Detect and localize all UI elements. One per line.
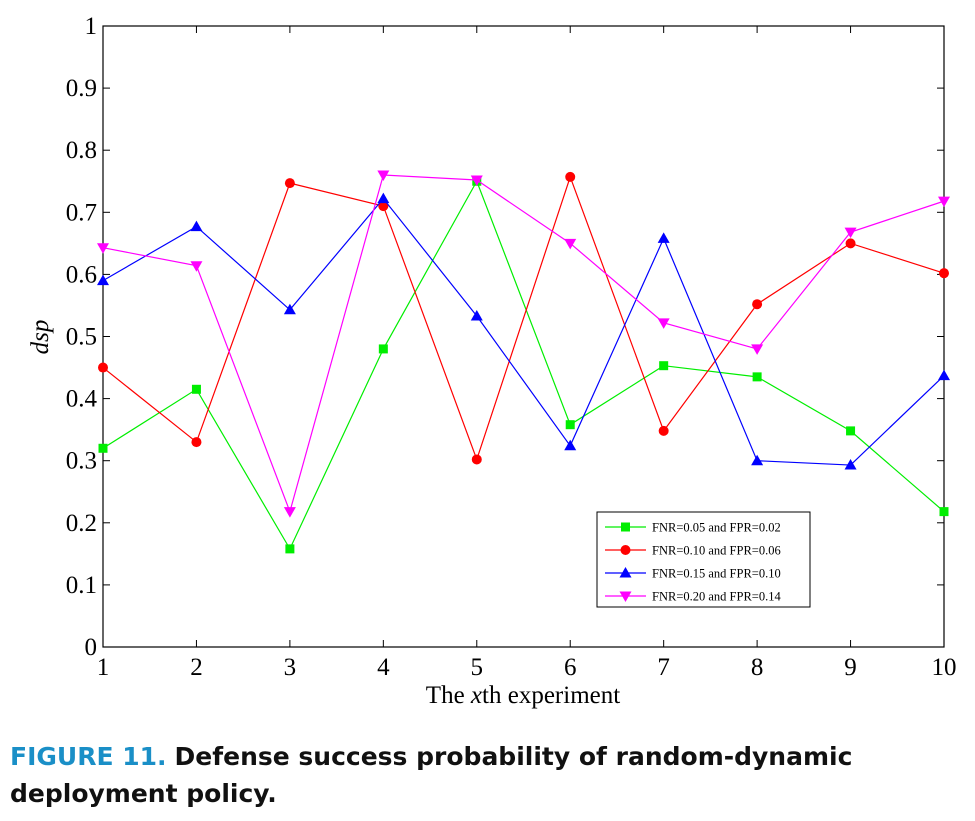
legend-box (596, 511, 811, 608)
x-axis-title-pre: The (426, 682, 471, 709)
series-line (102, 174, 945, 514)
x-tick-label: 5 (471, 654, 484, 681)
x-tick-label: 3 (284, 654, 297, 681)
data-point (284, 178, 295, 189)
x-tick-label: 10 (932, 654, 957, 681)
y-tick-label: 1 (85, 13, 98, 40)
x-tick-label: 2 (190, 654, 203, 681)
series-line (102, 175, 945, 462)
data-point (751, 454, 764, 466)
data-point (283, 507, 296, 518)
series-layer (97, 170, 950, 554)
data-point (565, 420, 575, 430)
y-tick-label: 0.7 (66, 199, 97, 226)
caption-text: Defense success probability of random-dy… (10, 742, 853, 808)
data-point (190, 220, 203, 232)
data-point (657, 318, 670, 329)
legend-label: FNR=0.20 and FPR=0.14 (652, 590, 781, 604)
data-point (285, 544, 295, 554)
data-point (471, 454, 482, 465)
data-point (939, 507, 949, 517)
y-tick-label: 0.5 (66, 324, 97, 351)
x-axis-title: The xth experiment (426, 682, 620, 709)
series-fnr-0-15-and-fpr-0-10 (97, 192, 950, 470)
x-axis-title-var: x (470, 682, 482, 709)
legend-label: FNR=0.10 and FPR=0.06 (652, 544, 781, 558)
data-point (564, 238, 577, 250)
legend-marker (619, 567, 632, 578)
legend-marker (619, 591, 632, 602)
data-point (190, 261, 203, 272)
y-tick-label: 0.4 (66, 386, 98, 413)
data-point (377, 170, 390, 182)
data-point (659, 361, 669, 371)
data-point (844, 459, 857, 470)
figure-caption: FIGURE 11. Defense success probability of… (10, 738, 970, 812)
data-point (377, 192, 390, 204)
data-point (97, 243, 109, 254)
data-point (378, 201, 389, 212)
y-tick-label: 0.3 (66, 448, 97, 475)
x-tick-label: 1 (97, 654, 110, 681)
data-point (938, 369, 950, 381)
series-line (102, 179, 945, 551)
data-point (98, 443, 108, 453)
y-tick-label: 0.2 (66, 510, 97, 537)
x-axis-title-post: th experiment (482, 682, 620, 709)
x-tick-label: 7 (657, 654, 670, 681)
data-point (564, 439, 577, 451)
y-tick-label: 0.8 (66, 137, 97, 164)
legend-marker (620, 545, 631, 555)
x-tick-label: 9 (844, 654, 857, 681)
data-point (844, 227, 857, 239)
x-tick-label: 6 (564, 654, 577, 681)
data-point (751, 344, 764, 355)
legend-label: FNR=0.05 and FPR=0.02 (652, 521, 781, 535)
data-point (470, 310, 483, 321)
data-point (657, 232, 670, 243)
legend-marker (621, 522, 630, 532)
data-point (470, 175, 483, 187)
data-point (97, 274, 109, 286)
series-fnr-0-20-and-fpr-0-14 (97, 170, 950, 518)
axis-ticks (102, 25, 945, 648)
y-tick-label: 0.9 (66, 75, 97, 102)
series-fnr-0-10-and-fpr-0-06 (98, 171, 949, 465)
legend: FNR=0.05 and FPR=0.02 FNR=0.10 and FPR=0.… (596, 511, 811, 608)
plot-area (102, 25, 945, 648)
data-point (565, 171, 576, 182)
data-point (938, 196, 950, 208)
y-tick-label: 0.1 (66, 572, 97, 599)
data-point (191, 384, 201, 394)
data-point (846, 426, 856, 436)
data-point (845, 238, 856, 249)
x-tick-label: 8 (751, 654, 764, 681)
legend-label: FNR=0.15 and FPR=0.10 (652, 567, 781, 581)
data-point (752, 299, 763, 310)
y-axis-title: dsp (27, 320, 54, 355)
data-point (378, 344, 388, 354)
tick-labels: 1 2 3 4 5 6 7 8 9 10 0 0.1 0.2 0.3 0.4 0.5 0.6 0.7 0.8 0.9 1 (66, 13, 957, 681)
x-tick-label: 4 (377, 654, 390, 681)
y-tick-label: 0 (85, 634, 98, 661)
data-point (939, 268, 949, 279)
data-point (752, 372, 762, 382)
data-point (283, 303, 296, 315)
line-chart: 1 2 3 4 5 6 7 8 9 1000.10.20.30.40.50.60.70.80.91… (27, 13, 957, 709)
y-tick-label: 0.6 (66, 261, 97, 288)
data-point (191, 437, 202, 448)
data-point (98, 362, 108, 373)
series-line (102, 197, 945, 466)
figure-label: FIGURE 11. (10, 742, 167, 771)
data-point (658, 425, 669, 436)
